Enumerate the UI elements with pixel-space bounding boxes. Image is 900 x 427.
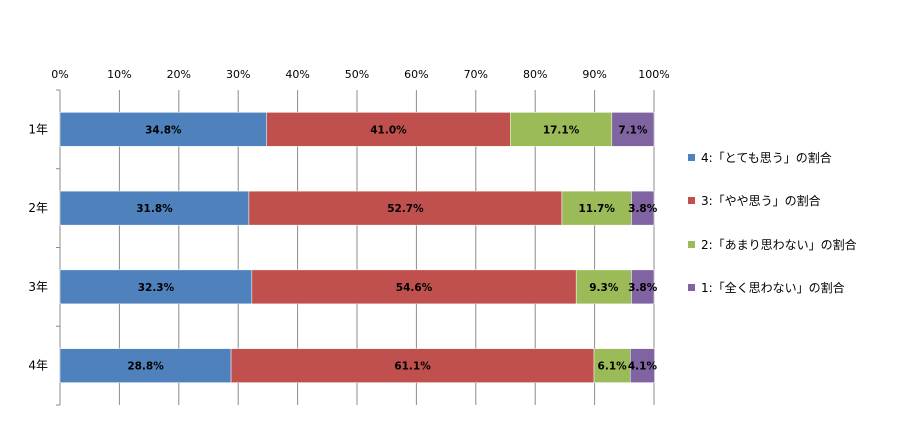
category-label: 2年 — [28, 201, 48, 215]
bar-segment — [631, 269, 655, 305]
legend-item-4: 4:「とても思う」の割合 — [688, 148, 857, 166]
legend-label-2: 2:「あまり思わない」の割合 — [701, 237, 857, 252]
bar-segment — [266, 112, 511, 147]
bar-segment — [631, 190, 655, 226]
data-label: 41.0% — [370, 124, 407, 136]
x-tick-label: 100% — [638, 68, 669, 81]
legend-swatch-1 — [688, 284, 695, 291]
bar-segment — [59, 112, 267, 147]
legend-label-4: 4:「とても思う」の割合 — [701, 150, 832, 165]
legend-label-3: 3:「やや思う」の割合 — [701, 194, 821, 208]
x-tick-label: 80% — [523, 68, 547, 81]
bar-segment — [510, 112, 613, 147]
bar-segment — [251, 269, 577, 305]
legend-swatch-2 — [688, 240, 695, 248]
data-label: 52.7% — [387, 203, 424, 215]
data-label: 3.8% — [628, 203, 658, 215]
category-label: 4年 — [28, 359, 48, 373]
category-label: 3年 — [28, 280, 48, 294]
data-label: 3.8% — [628, 282, 658, 294]
x-tick-label: 40% — [285, 68, 309, 81]
data-label: 17.1% — [543, 124, 580, 136]
data-label: 7.1% — [618, 124, 648, 136]
bar-segment — [59, 269, 253, 305]
legend-swatch-4 — [688, 153, 695, 161]
legend-item-3: 3:「やや思う」の割合 — [688, 192, 857, 210]
data-label: 34.8% — [145, 124, 182, 136]
bar-segment — [59, 190, 250, 226]
bar-segment — [629, 348, 655, 383]
bar-segment — [248, 190, 563, 226]
x-tick-label: 70% — [464, 68, 488, 81]
data-label: 54.6% — [396, 282, 433, 294]
data-label: 61.1% — [394, 361, 431, 373]
bar-segment — [561, 190, 632, 226]
category-label: 1年 — [28, 122, 48, 136]
x-tick-label: 0% — [51, 68, 68, 81]
data-label: 31.8% — [136, 203, 173, 215]
x-tick-label: 50% — [345, 68, 369, 81]
legend-item-2: 2:「あまり思わない」の割合 — [688, 235, 857, 253]
bar-segment — [59, 348, 232, 383]
data-label: 4.1% — [628, 361, 658, 373]
x-tick-label: 30% — [226, 68, 250, 81]
legend: 4:「とても思う」の割合 3:「やや思う」の割合 2:「あまり思わない」の割合 … — [688, 148, 857, 322]
legend-swatch-3 — [688, 197, 695, 204]
x-tick-label: 20% — [167, 68, 191, 81]
data-label: 6.1% — [598, 361, 628, 373]
data-label: 9.3% — [589, 282, 619, 294]
x-tick-label: 60% — [404, 68, 428, 81]
data-label: 28.8% — [127, 361, 164, 373]
x-tick-label: 90% — [582, 68, 606, 81]
bar-segment — [611, 112, 655, 147]
legend-item-1: 1:「全く思わない」の割合 — [688, 279, 857, 297]
data-label: 32.3% — [138, 282, 175, 294]
legend-label-1: 1:「全く思わない」の割合 — [701, 281, 845, 295]
x-tick-label: 10% — [107, 68, 131, 81]
data-label: 11.7% — [578, 203, 615, 215]
bar-segment — [575, 269, 632, 305]
bar-segment — [230, 348, 595, 383]
